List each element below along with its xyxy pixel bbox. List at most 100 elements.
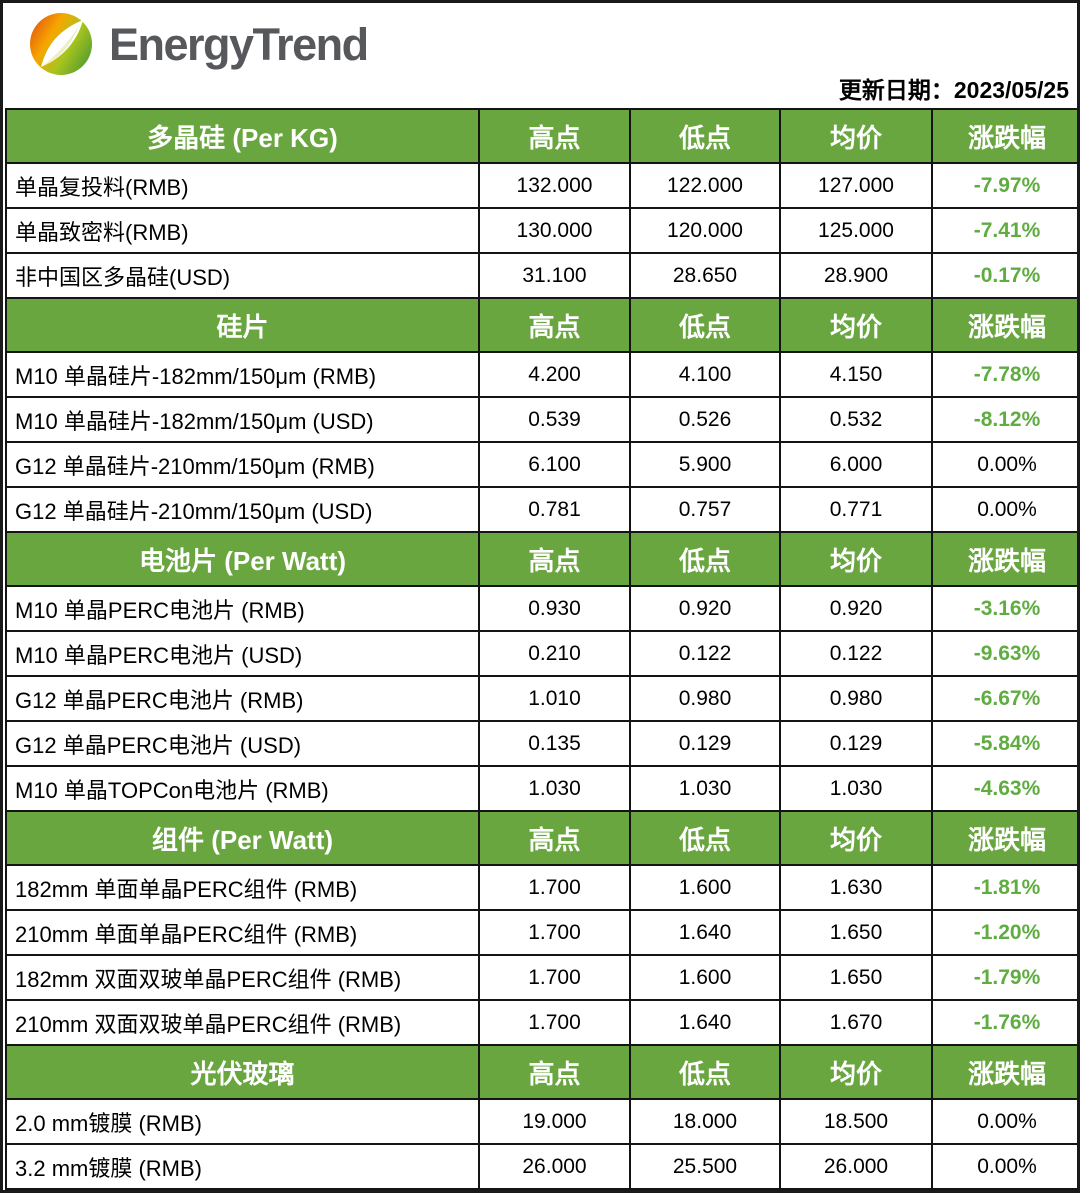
product-label: M10 单晶PERC电池片 (USD) bbox=[5, 630, 480, 677]
product-label: M10 单晶TOPCon电池片 (RMB) bbox=[5, 765, 480, 812]
price-row: M10 单晶PERC电池片 (RMB) 0.930 0.920 0.920 -3.16% bbox=[5, 585, 1077, 632]
sheet-header: EnergyTrend 更新日期：2023/05/25 bbox=[3, 3, 1077, 108]
avg-value: 0.920 bbox=[779, 585, 933, 632]
change-value: -9.63% bbox=[931, 630, 1077, 677]
section-header-row: 硅片 高点 低点 均价 涨跌幅 bbox=[5, 297, 1077, 353]
price-row: 210mm 单面单晶PERC组件 (RMB) 1.700 1.640 1.650 -1.… bbox=[5, 909, 1077, 956]
col-header-change: 涨跌幅 bbox=[931, 297, 1077, 353]
change-value: -1.81% bbox=[931, 864, 1077, 911]
low-value: 18.000 bbox=[629, 1098, 781, 1145]
low-value: 0.920 bbox=[629, 585, 781, 632]
high-value: 1.700 bbox=[478, 909, 631, 956]
price-row: G12 单晶PERC电池片 (USD) 0.135 0.129 0.129 -5.84% bbox=[5, 720, 1077, 767]
product-label: 2.0 mm镀膜 (RMB) bbox=[5, 1098, 480, 1145]
section-title: 硅片 bbox=[5, 297, 480, 353]
avg-value: 127.000 bbox=[779, 162, 933, 209]
price-row: G12 单晶硅片-210mm/150μm (USD) 0.781 0.757 0.77… bbox=[5, 486, 1077, 533]
price-row: 2.0 mm镀膜 (RMB) 19.000 18.000 18.500 0.00% bbox=[5, 1098, 1077, 1145]
price-row: M10 单晶硅片-182mm/150μm (USD) 0.539 0.526 0.53… bbox=[5, 396, 1077, 443]
avg-value: 0.129 bbox=[779, 720, 933, 767]
change-value: -7.78% bbox=[931, 351, 1077, 398]
price-row: M10 单晶硅片-182mm/150μm (RMB) 4.200 4.100 4.15… bbox=[5, 351, 1077, 398]
col-header-low: 低点 bbox=[629, 297, 781, 353]
col-header-avg: 均价 bbox=[779, 297, 933, 353]
high-value: 0.930 bbox=[478, 585, 631, 632]
col-header-avg: 均价 bbox=[779, 108, 933, 164]
low-value: 0.526 bbox=[629, 396, 781, 443]
low-value: 0.122 bbox=[629, 630, 781, 677]
col-header-avg: 均价 bbox=[779, 810, 933, 866]
high-value: 1.700 bbox=[478, 864, 631, 911]
low-value: 122.000 bbox=[629, 162, 781, 209]
product-label: M10 单晶硅片-182mm/150μm (USD) bbox=[5, 396, 480, 443]
change-value: -1.79% bbox=[931, 954, 1077, 1001]
low-value: 25.500 bbox=[629, 1143, 781, 1190]
high-value: 1.700 bbox=[478, 954, 631, 1001]
product-label: 单晶致密料(RMB) bbox=[5, 207, 480, 254]
product-label: 单晶复投料(RMB) bbox=[5, 162, 480, 209]
col-header-avg: 均价 bbox=[779, 531, 933, 587]
avg-value: 26.000 bbox=[779, 1143, 933, 1190]
change-value: -1.76% bbox=[931, 999, 1077, 1046]
avg-value: 18.500 bbox=[779, 1098, 933, 1145]
avg-value: 6.000 bbox=[779, 441, 933, 488]
low-value: 120.000 bbox=[629, 207, 781, 254]
col-header-low: 低点 bbox=[629, 108, 781, 164]
section-header-row: 多晶硅 (Per KG) 高点 低点 均价 涨跌幅 bbox=[5, 108, 1077, 164]
change-value: -1.20% bbox=[931, 909, 1077, 956]
price-row: 非中国区多晶硅(USD) 31.100 28.650 28.900 -0.17% bbox=[5, 252, 1077, 299]
section-title: 多晶硅 (Per KG) bbox=[5, 108, 480, 164]
high-value: 0.539 bbox=[478, 396, 631, 443]
price-row: 单晶复投料(RMB) 132.000 122.000 127.000 -7.97% bbox=[5, 162, 1077, 209]
price-row: 182mm 双面双玻单晶PERC组件 (RMB) 1.700 1.600 1.650-… bbox=[5, 954, 1077, 1001]
change-value: 0.00% bbox=[931, 1143, 1077, 1190]
high-value: 1.010 bbox=[478, 675, 631, 722]
low-value: 1.600 bbox=[629, 954, 781, 1001]
change-value: -7.41% bbox=[931, 207, 1077, 254]
update-date-line: 更新日期：2023/05/25 bbox=[839, 71, 1069, 105]
high-value: 31.100 bbox=[478, 252, 631, 299]
section-title: 光伏玻璃 bbox=[5, 1044, 480, 1100]
price-row: M10 单晶PERC电池片 (USD) 0.210 0.122 0.122 -9.63% bbox=[5, 630, 1077, 677]
product-label: G12 单晶PERC电池片 (USD) bbox=[5, 720, 480, 767]
col-header-avg: 均价 bbox=[779, 1044, 933, 1100]
price-row: M10 单晶TOPCon电池片 (RMB) 1.030 1.030 1.030 -4.6… bbox=[5, 765, 1077, 812]
price-row: 3.2 mm镀膜 (RMB) 26.000 25.500 26.000 0.00% bbox=[5, 1143, 1077, 1190]
price-row: G12 单晶硅片-210mm/150μm (RMB) 6.100 5.900 6.00… bbox=[5, 441, 1077, 488]
section-title: 组件 (Per Watt) bbox=[5, 810, 480, 866]
change-value: -4.63% bbox=[931, 765, 1077, 812]
avg-value: 1.670 bbox=[779, 999, 933, 1046]
avg-value: 1.030 bbox=[779, 765, 933, 812]
brand-name: EnergyTrend bbox=[109, 19, 369, 70]
col-header-low: 低点 bbox=[629, 810, 781, 866]
col-header-change: 涨跌幅 bbox=[931, 1044, 1077, 1100]
low-value: 0.757 bbox=[629, 486, 781, 533]
price-row: 单晶致密料(RMB) 130.000 120.000 125.000 -7.41% bbox=[5, 207, 1077, 254]
product-label: 210mm 单面单晶PERC组件 (RMB) bbox=[5, 909, 480, 956]
product-label: M10 单晶硅片-182mm/150μm (RMB) bbox=[5, 351, 480, 398]
low-value: 1.640 bbox=[629, 999, 781, 1046]
col-header-change: 涨跌幅 bbox=[931, 531, 1077, 587]
price-table: 多晶硅 (Per KG) 高点 低点 均价 涨跌幅 单晶复投料(RMB) 132.000 12… bbox=[5, 108, 1077, 1190]
change-value: -0.17% bbox=[931, 252, 1077, 299]
change-value: -5.84% bbox=[931, 720, 1077, 767]
price-row: 182mm 单面单晶PERC组件 (RMB) 1.700 1.600 1.630 -1.… bbox=[5, 864, 1077, 911]
high-value: 132.000 bbox=[478, 162, 631, 209]
change-value: 0.00% bbox=[931, 441, 1077, 488]
product-label: G12 单晶硅片-210mm/150μm (RMB) bbox=[5, 441, 480, 488]
product-label: 非中国区多晶硅(USD) bbox=[5, 252, 480, 299]
col-header-change: 涨跌幅 bbox=[931, 810, 1077, 866]
low-value: 1.640 bbox=[629, 909, 781, 956]
high-value: 6.100 bbox=[478, 441, 631, 488]
avg-value: 0.980 bbox=[779, 675, 933, 722]
low-value: 0.129 bbox=[629, 720, 781, 767]
price-table-body: 多晶硅 (Per KG) 高点 低点 均价 涨跌幅 单晶复投料(RMB) 132.000 12… bbox=[5, 108, 1077, 1190]
product-label: G12 单晶硅片-210mm/150μm (USD) bbox=[5, 486, 480, 533]
change-value: -6.67% bbox=[931, 675, 1077, 722]
avg-value: 1.650 bbox=[779, 954, 933, 1001]
high-value: 130.000 bbox=[478, 207, 631, 254]
avg-value: 0.771 bbox=[779, 486, 933, 533]
brand: EnergyTrend bbox=[27, 11, 369, 79]
energytrend-leaf-logo-icon bbox=[30, 13, 92, 75]
col-header-change: 涨跌幅 bbox=[931, 108, 1077, 164]
